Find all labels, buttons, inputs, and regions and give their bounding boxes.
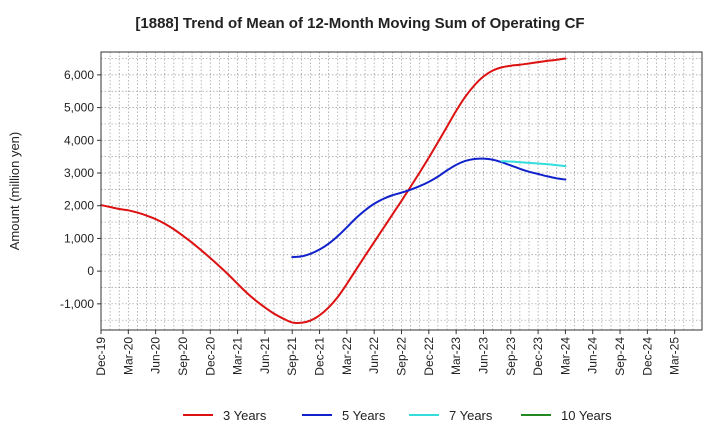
legend-label-5-years: 5 Years [342, 408, 386, 423]
x-tick-label: Sep-21 [285, 337, 299, 376]
y-tick-label: 5,000 [64, 101, 94, 115]
series-line-3-years [100, 57, 567, 325]
x-tick-label: Mar-25 [668, 337, 682, 375]
x-tick-label: Dec-20 [203, 337, 217, 376]
y-tick-layer: -1,000 0 1,000 2,000 3,000 4,000 5,000 6,000 [60, 68, 101, 311]
x-tick-label: Sep-24 [613, 337, 627, 376]
x-tick-label: Mar-22 [340, 337, 354, 375]
x-tick-label: Jun-24 [586, 337, 600, 374]
grid-layer [101, 52, 702, 330]
x-tick-label: Mar-24 [558, 337, 572, 375]
legend-label-7-years: 7 Years [449, 408, 493, 423]
chart-title: [1888] Trend of Mean of 12-Month Moving … [135, 15, 584, 32]
x-tick-layer: Dec-19 Mar-20 Jun-20 Sep-20 Dec-20 Mar-21 Jun-… [94, 330, 682, 376]
y-tick-label: 6,000 [64, 68, 94, 82]
x-tick-label: Dec-24 [640, 337, 654, 376]
x-tick-label: Dec-19 [94, 337, 108, 376]
x-tick-label: Mar-21 [231, 337, 245, 375]
y-tick-label: 4,000 [64, 133, 94, 147]
series-line-5-years [291, 157, 567, 259]
x-tick-label: Dec-23 [531, 337, 545, 376]
y-tick-label: 3,000 [64, 166, 94, 180]
y-tick-label: 0 [87, 264, 94, 278]
legend: 3 Years 5 Years 7 Years 10 Years [183, 408, 612, 423]
x-tick-label: Jun-23 [476, 337, 490, 374]
x-tick-label: Mar-20 [121, 337, 135, 375]
x-tick-label: Jun-21 [258, 337, 272, 374]
legend-label-3-years: 3 Years [223, 408, 267, 423]
y-tick-label: 2,000 [64, 199, 94, 213]
series-layer [100, 57, 567, 325]
y-tick-label: -1,000 [60, 297, 94, 311]
y-axis-label: Amount (million yen) [7, 132, 22, 251]
x-tick-label: Dec-21 [313, 337, 327, 376]
x-tick-label: Sep-20 [176, 337, 190, 376]
x-tick-label: Jun-20 [149, 337, 163, 374]
y-tick-label: 1,000 [64, 231, 94, 245]
legend-label-10-years: 10 Years [561, 408, 612, 423]
x-tick-label: Mar-23 [449, 337, 463, 375]
x-tick-label: Sep-23 [504, 337, 518, 376]
plot-frame [100, 51, 703, 331]
series-line-7-years [500, 160, 567, 168]
x-tick-label: Sep-22 [395, 337, 409, 376]
x-tick-label: Dec-22 [422, 337, 436, 376]
x-tick-label: Jun-22 [367, 337, 381, 374]
